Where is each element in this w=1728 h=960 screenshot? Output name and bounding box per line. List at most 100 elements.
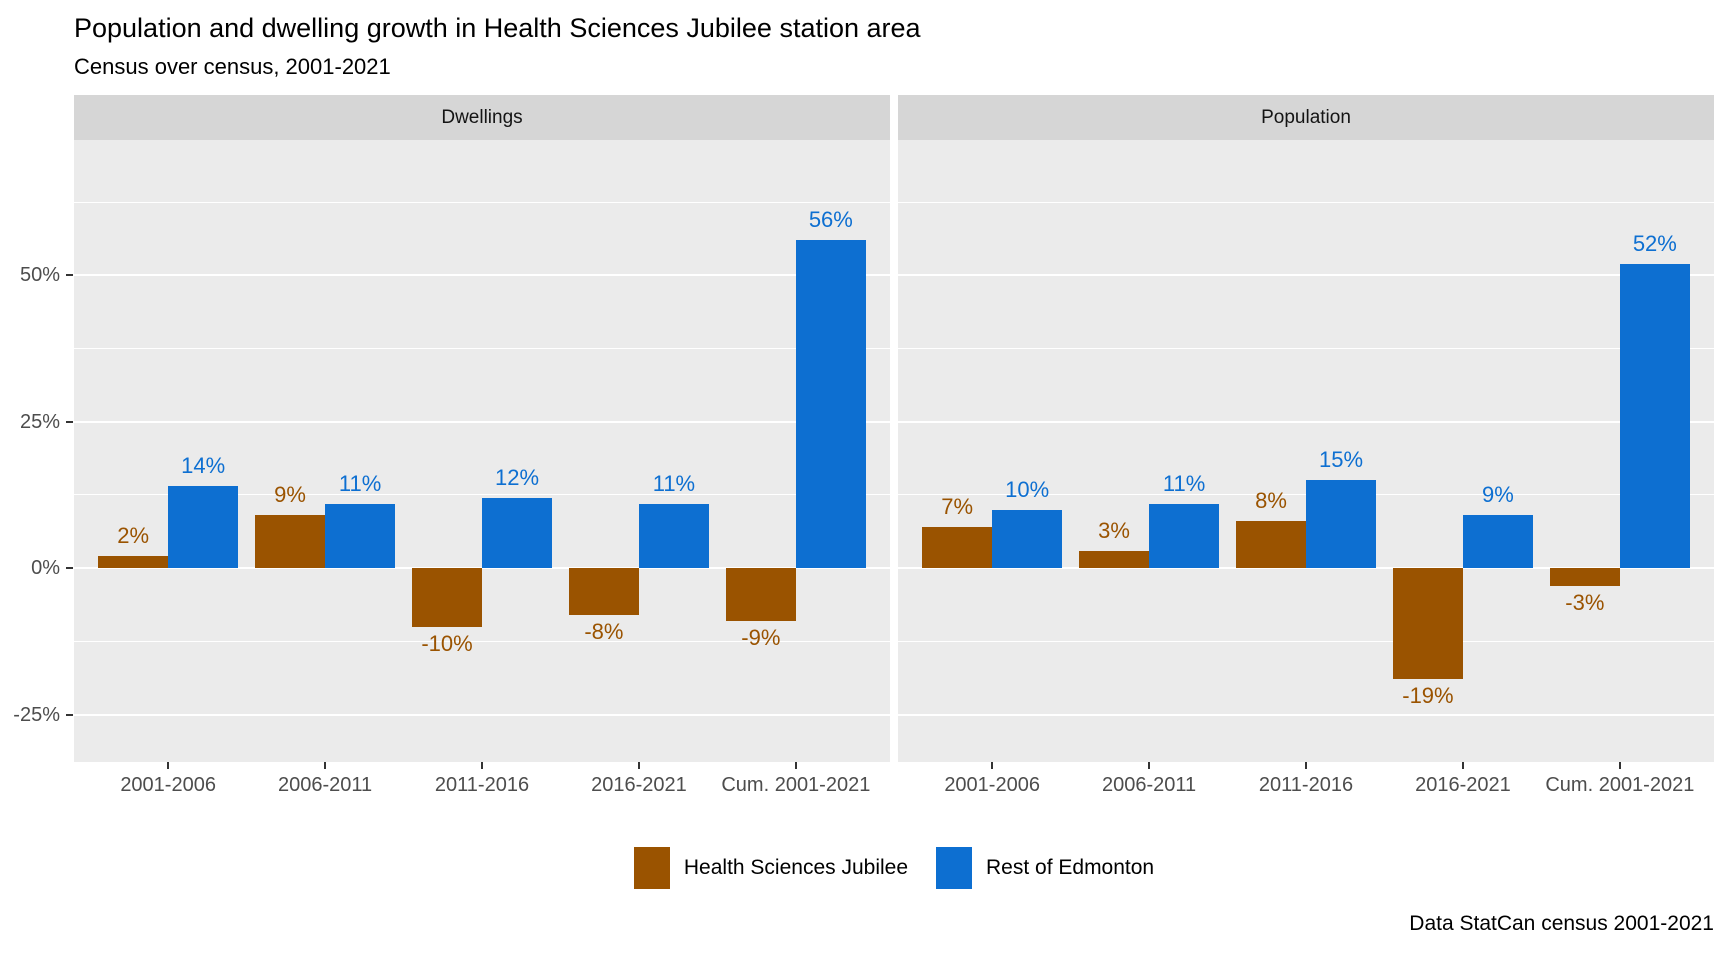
bar-value-label: 56%: [808, 207, 853, 233]
gridline-major: [74, 713, 890, 716]
x-axis-tick-mark: [1305, 762, 1307, 769]
bar-value-label: 14%: [181, 453, 226, 479]
bar: [168, 486, 239, 569]
bar: [325, 503, 396, 569]
facet-panel: 7% 10% 3% 11% 8% 15% -19% 9% -3% 52%: [898, 140, 1714, 762]
bar: [1619, 263, 1690, 569]
bar-value-label: 11%: [1162, 470, 1206, 496]
gridline-minor: [898, 201, 1714, 203]
bar-value-label: 11%: [652, 470, 696, 496]
x-axis-tick-mark: [1148, 762, 1151, 769]
bar: [1236, 521, 1306, 569]
facet-strip: Population: [898, 95, 1714, 140]
gridline-minor: [74, 201, 890, 203]
gridline-major: [898, 420, 1714, 423]
bar: [255, 515, 326, 569]
legend-item: Rest of Edmonton: [936, 847, 1154, 889]
gridline-major: [898, 713, 1714, 716]
gridline-minor: [74, 348, 890, 349]
x-axis-tick-mark: [481, 762, 483, 769]
y-axis-tick-label: 0%: [31, 557, 60, 580]
gridline-minor: [898, 348, 1714, 349]
x-axis-tick-label: 2011-2016: [434, 774, 530, 796]
bar: [638, 503, 709, 569]
bar-value-label: -8%: [584, 618, 624, 644]
bar-value-label: -9%: [741, 624, 781, 650]
facet-panel: 2% 14% 9% 11% -10% 12% -8% 11% -9% 56%: [74, 140, 890, 762]
legend-label: Health Sciences Jubilee: [683, 856, 909, 879]
bar: [922, 527, 993, 569]
bar: [1079, 550, 1150, 569]
bar-value-label: 3%: [1098, 517, 1130, 543]
legend-label: Rest of Edmonton: [986, 856, 1155, 879]
bar-value-label: -3%: [1565, 589, 1605, 615]
bar: [992, 509, 1063, 569]
chart-caption: Data StatCan census 2001-2021: [1409, 912, 1714, 935]
x-axis-tick-label: 2001-2006: [120, 774, 216, 796]
y-axis-tick-mark: [66, 713, 73, 716]
gridline-major: [74, 420, 890, 423]
bar-value-label: 8%: [1255, 488, 1287, 514]
bar: [1549, 568, 1620, 586]
x-axis-tick-label: 2006-2011: [277, 774, 373, 796]
x-axis-tick-label: Cum. 2001-2021: [721, 774, 871, 796]
x-axis-tick-mark: [1618, 762, 1621, 769]
legend-item: Health Sciences Jubilee: [633, 847, 909, 889]
bar: [98, 556, 169, 569]
bar-value-label: -10%: [421, 630, 473, 656]
x-axis-tick-mark: [324, 762, 327, 769]
x-axis-tick-mark: [167, 762, 170, 769]
legend-swatch: [936, 847, 973, 889]
bar: [795, 240, 866, 569]
bar-value-label: 2%: [117, 523, 150, 549]
bar-value-label: 52%: [1632, 230, 1677, 256]
bar-value-label: -19%: [1402, 683, 1454, 709]
bar-value-label: 15%: [1318, 447, 1364, 473]
facet-strip: Dwellings: [74, 95, 890, 140]
y-axis-tick-label: 50%: [19, 264, 60, 287]
bar-value-label: 9%: [274, 482, 306, 508]
gridline-major: [74, 274, 890, 277]
x-axis-tick-label: 2006-2011: [1101, 774, 1197, 796]
x-axis-tick-mark: [991, 762, 994, 769]
gridline-minor: [74, 640, 890, 642]
legend-swatch: [633, 847, 670, 889]
bar: [568, 568, 639, 615]
x-axis-tick-mark: [637, 762, 640, 769]
bar: [482, 497, 552, 569]
bar-value-label: 12%: [494, 464, 540, 490]
bar: [725, 568, 796, 621]
y-axis-tick-mark: [66, 274, 73, 277]
bar-value-label: 11%: [338, 470, 382, 496]
facet-strip-label: Population: [1261, 106, 1351, 128]
y-axis-tick-mark: [66, 567, 73, 570]
bar: [1392, 568, 1463, 680]
bar: [412, 568, 482, 627]
gridline-minor: [74, 494, 890, 496]
facet-strip-label: Dwellings: [441, 106, 523, 128]
y-axis-tick-mark: [66, 420, 73, 423]
bar-value-label: 7%: [941, 494, 974, 520]
chart-title: Population and dwelling growth in Health…: [74, 13, 921, 43]
legend: Health Sciences Jubilee Rest of Edmonton: [74, 847, 1714, 889]
chart-subtitle: Census over census, 2001-2021: [74, 54, 391, 79]
bar: [1149, 503, 1220, 569]
bar-value-label: 9%: [1482, 482, 1514, 508]
y-axis-tick-label: -25%: [13, 703, 60, 726]
y-axis-tick-label: 25%: [19, 410, 60, 433]
gridline-major: [898, 567, 1714, 570]
x-axis-tick-label: Cum. 2001-2021: [1545, 774, 1695, 796]
x-axis-tick-mark: [1461, 762, 1464, 769]
bar: [1306, 480, 1376, 569]
x-axis-tick-label: 2001-2006: [944, 774, 1040, 796]
gridline-minor: [898, 640, 1714, 642]
gridline-major: [74, 567, 890, 570]
bar: [1462, 515, 1533, 569]
x-axis-tick-mark: [794, 762, 797, 769]
gridline-major: [898, 274, 1714, 277]
x-axis-tick-label: 2011-2016: [1258, 774, 1354, 796]
x-axis-tick-label: 2016-2021: [591, 774, 687, 796]
x-axis-tick-label: 2016-2021: [1415, 774, 1511, 796]
bar-value-label: 10%: [1005, 476, 1050, 502]
